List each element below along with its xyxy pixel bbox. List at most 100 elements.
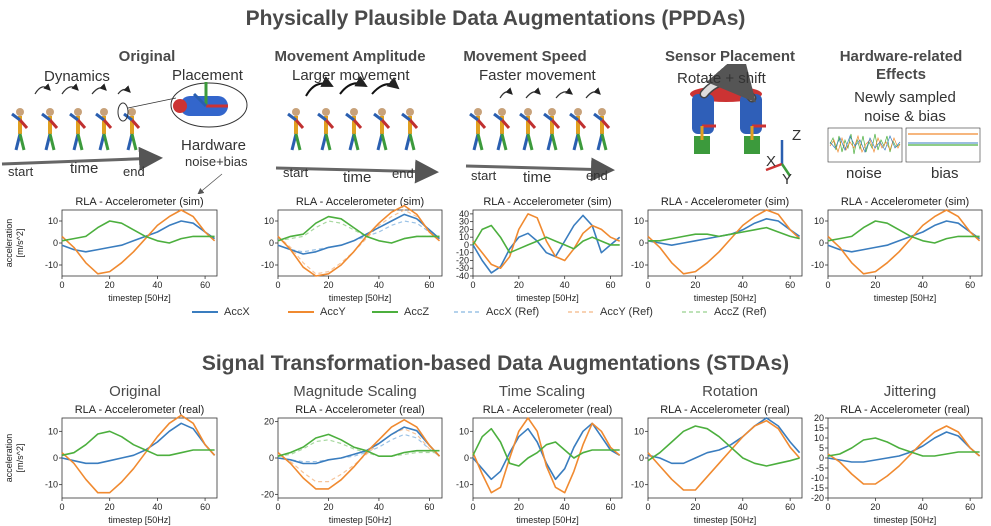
chart-stda-original: RLA - Accelerometer (real) 0 20 40 60 -10 0 10 t… [4, 404, 218, 525]
series-line-accy [827, 425, 981, 485]
x-tick-label: 0 [825, 502, 830, 512]
y-tick-label: 0 [269, 238, 274, 248]
x-tick-label: 60 [424, 502, 434, 512]
y-tick-label: -10 [631, 480, 644, 490]
x-axis-label: timestep [50Hz] [329, 515, 392, 525]
series-line-accx [827, 220, 981, 253]
series-line-accx [647, 417, 801, 465]
x-tick-label: 0 [59, 502, 64, 512]
chart-title: RLA - Accelerometer (sim) [296, 196, 424, 208]
series-line-accy [472, 213, 621, 269]
chart-stda-jittering: RLA - Accelerometer (real)0 20 40 60-20-15-… [811, 404, 983, 525]
series-line-accy [647, 419, 801, 491]
x-tick-label: 60 [965, 502, 975, 512]
y-tick-label: -20 [456, 255, 469, 265]
x-tick-label: 20 [323, 502, 333, 512]
legend-accy: AccY [288, 306, 346, 318]
chart-title: RLA - Accelerometer (sim) [75, 196, 203, 208]
series-line-accy [647, 209, 801, 275]
y-tick-label: -10 [811, 473, 824, 483]
x-tick-label: 40 [560, 502, 570, 512]
y-tick-label: -10 [456, 248, 469, 258]
series-line-accx [472, 214, 621, 274]
chart-ppda-original: RLA - Accelerometer (sim)0 20 40 60-10010ti… [4, 196, 218, 303]
chart-title: RLA - Accelerometer (sim) [841, 196, 969, 208]
hardware-label: Hardware [181, 137, 247, 154]
chart-title: RLA - Accelerometer (real) [483, 404, 613, 416]
original-figures [1, 82, 248, 194]
x-tick-label: 20 [690, 502, 700, 512]
y-tick-label: 10 [634, 426, 644, 436]
x-tick-label: 0 [825, 280, 830, 290]
y-tick-label: 0 [53, 238, 58, 248]
y-tick-label: 0 [53, 453, 58, 463]
chart-stda-magnitude: RLA - Accelerometer (real)0 20 40 60-20020t… [261, 404, 443, 525]
series-line-accy [61, 209, 216, 275]
y-tick-label: -10 [261, 260, 274, 270]
x-tick-label: 0 [645, 280, 650, 290]
y-tick-label: -15 [811, 483, 824, 493]
x-tick-label: 60 [606, 502, 616, 512]
y-tick-label: 0 [464, 453, 469, 463]
x-axis-label: timestep [50Hz] [329, 293, 392, 303]
x-tick-label: 60 [965, 280, 975, 290]
x-tick-label: 20 [870, 502, 880, 512]
stda-section-title: Signal Transformation-based Data Augment… [201, 352, 790, 375]
series-line-accz [647, 425, 800, 467]
series-line-accz [61, 220, 215, 244]
x-tick-label: 0 [275, 502, 280, 512]
x-tick-label: 20 [870, 280, 880, 290]
y-tick-label: -10 [456, 480, 469, 490]
series-line-accy [61, 414, 216, 494]
series-line-accy-ref [277, 428, 440, 483]
y-tick-label: -30 [456, 263, 469, 273]
series-line-accy [827, 209, 981, 275]
x-tick-label: 60 [785, 280, 795, 290]
series-line-accy [277, 418, 441, 490]
speed-end-label: end [586, 168, 608, 183]
y-tick-label: -10 [45, 480, 58, 490]
x-tick-label: 0 [470, 502, 475, 512]
y-tick-label: -10 [631, 260, 644, 270]
x-axis-label: timestep [50Hz] [694, 515, 757, 525]
plot-frame [827, 209, 983, 277]
x-tick-label: 60 [200, 502, 210, 512]
chart-ppda-speed: RLA - Accelerometer (sim) 0 20 40 60 -40-30-2… [456, 196, 623, 303]
series-line-accz [472, 224, 620, 254]
y-tick-label: 0 [819, 453, 824, 463]
placement-label: Placement [172, 67, 243, 84]
noise-caption: noise [846, 165, 882, 182]
dynamics-label: Dynamics [44, 68, 110, 85]
legend: AccX AccY AccZ AccX (Ref) AccY (Ref) Acc… [192, 306, 812, 322]
series-line-accx [277, 426, 441, 465]
plot-frame [647, 209, 803, 277]
stda-col-rotation: Rotation [702, 383, 758, 400]
y-tick-label: 10 [459, 232, 469, 242]
x-tick-label: 40 [738, 280, 748, 290]
x-tick-label: 40 [560, 280, 570, 290]
series-line-accz [472, 427, 620, 467]
x-axis-label: timestep [50Hz] [516, 293, 579, 303]
ppda-col-speed-title: Movement Speed [463, 48, 587, 65]
chart-title: RLA - Accelerometer (real) [660, 404, 790, 416]
noise-bias-miniplots [827, 127, 981, 163]
x-axis-label: timestep [50Hz] [516, 515, 579, 525]
legend-accx: AccX [192, 306, 250, 318]
series-line-accx [277, 213, 441, 255]
x-tick-label: 20 [323, 280, 333, 290]
legend-accz: AccZ [372, 306, 430, 318]
legend-accy-ref: AccY (Ref) [568, 306, 653, 318]
series-line-accz-ref [277, 439, 440, 457]
series-line-accx-ref [277, 433, 440, 463]
series-line-accx [61, 422, 216, 465]
y-tick-label: 15 [814, 423, 824, 433]
speed-time-label: time [523, 169, 552, 186]
amplitude-start-label: start [283, 165, 309, 180]
x-tick-label: 60 [606, 280, 616, 290]
chart-title: RLA - Accelerometer (sim) [483, 196, 611, 208]
y-tick-label: -40 [456, 271, 469, 281]
x-axis-label: timestep [50Hz] [874, 293, 937, 303]
ppda-section-title: Physically Plausible Data Augmentations … [245, 7, 746, 30]
chart-ppda-placement: RLA - Accelerometer (sim)0 20 40 60-10010ti… [631, 196, 803, 303]
hardware-subtitle: Newly sampled noise & bias [854, 89, 956, 125]
